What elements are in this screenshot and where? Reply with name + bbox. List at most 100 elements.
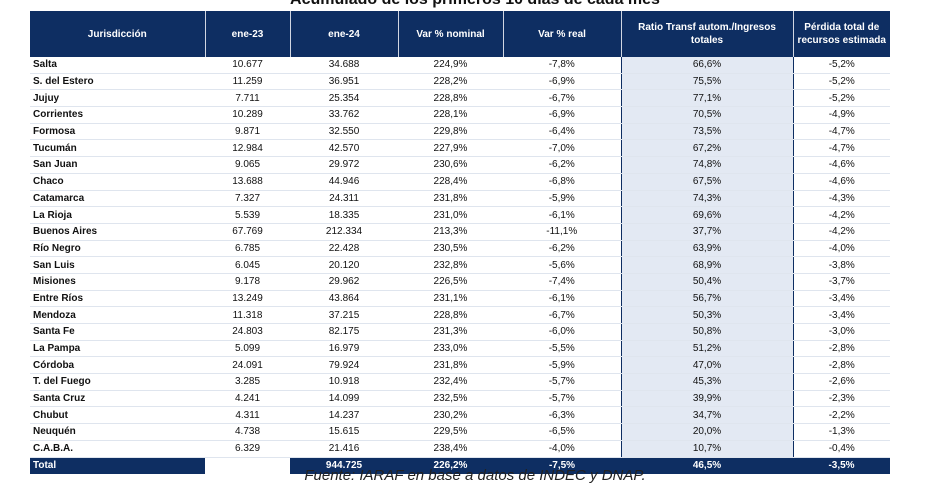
value-cell: 228,4% [398,173,503,191]
jurisdiction-cell: Santa Cruz [30,390,205,408]
col-header-var-nominal: Var % nominal [398,11,504,57]
jurisdiction-cell: Buenos Aires [30,223,205,241]
value-cell: 67,2% [620,139,793,158]
total-value: -3,5% [793,457,890,474]
value-cell: 231,1% [398,290,503,308]
value-cell: -2,3% [792,390,890,408]
value-cell: 37,7% [620,223,793,241]
value-cell: -5,2% [792,57,890,74]
value-cell: 45,3% [620,373,793,391]
value-cell: 232,5% [398,390,503,408]
jurisdiction-cell: Corrientes [30,106,205,124]
value-cell: 20.120 [290,256,398,274]
table-row: Buenos Aires 67.769 212.334 213,3% -11,1% 37,… [30,223,890,241]
source-note: Fuente: IARAF en base a datos de INDEC y… [304,467,646,484]
value-cell: 230,6% [398,156,503,174]
value-cell: 16.979 [290,340,398,358]
value-cell: 44.946 [290,173,398,191]
value-cell: -4,2% [792,206,890,224]
value-cell: 50,4% [620,273,793,291]
value-cell: 9.871 [205,123,290,141]
value-cell: 10.677 [205,57,290,74]
value-cell: -5,2% [792,73,890,91]
jurisdiction-cell: T. del Fuego [30,373,205,391]
value-cell: 13.249 [205,290,290,308]
jurisdiction-cell: La Pampa [30,340,205,358]
jurisdiction-cell: Entre Ríos [30,290,205,308]
value-cell: 50,8% [620,323,793,341]
value-cell: 67.769 [205,223,290,241]
jurisdiction-cell: San Luis [30,256,205,274]
table-row: Misiones 9.178 29.962 226,5% -7,4% 50,4% -3,7% [30,273,890,291]
jurisdiction-cell: Catamarca [30,190,205,208]
value-cell: 43.864 [290,290,398,308]
value-cell: 11.259 [205,73,290,91]
table-row: Chaco 13.688 44.946 228,4% -6,8% 67,5% -4,6% [30,173,890,191]
value-cell: -5,7% [503,390,621,408]
value-cell: 224,9% [398,57,503,74]
value-cell: -6,7% [503,306,621,324]
value-cell: 12.984 [205,139,290,158]
table-row: Córdoba 24.091 79.924 231,8% -5,9% 47,0% -2,8% [30,356,890,375]
value-cell: 77,1% [620,89,793,108]
value-cell: 82.175 [290,323,398,341]
value-cell: -2,2% [792,406,890,425]
value-cell: 14.099 [290,390,398,408]
value-cell: 231,3% [398,323,503,341]
value-cell: -4,9% [792,106,890,124]
value-cell: 213,3% [398,223,503,241]
value-cell: -5,5% [503,340,621,358]
value-cell: 51,2% [620,340,793,358]
jurisdiction-cell: Santa Fe [30,323,205,341]
value-cell: -6,9% [503,106,621,124]
total-row: Total 289.650 944.725 226,2% -7,5% 46,5% -3,5% [30,457,890,474]
total-value: 46,5% [621,457,793,474]
jurisdiction-cell: Formosa [30,123,205,141]
table-row: Salta 10.677 34.688 224,9% -7,8% 66,6% -5,2% [30,57,890,74]
value-cell: -6,1% [503,290,621,308]
value-cell: -11,1% [503,223,621,241]
value-cell: 228,1% [398,106,503,124]
value-cell: 230,2% [398,406,503,425]
table-row: Mendoza 11.318 37.215 228,8% -6,7% 50,3% -3,4% [30,306,890,324]
value-cell: 4.241 [205,390,290,408]
value-cell: 47,0% [620,356,793,375]
value-cell: -3,7% [792,273,890,291]
value-cell: 66,6% [620,57,793,74]
value-cell: 7.327 [205,190,290,208]
col-header-ratio: Ratio Transf autom./Ingresos totales [621,11,794,57]
value-cell: -0,4% [792,440,890,458]
jurisdiction-cell: C.A.B.A. [30,440,205,458]
jurisdiction-cell: Tucumán [30,139,205,158]
value-cell: 20,0% [620,423,793,441]
value-cell: 29.972 [290,156,398,174]
value-cell: -6,1% [503,206,621,224]
value-cell: 231,8% [398,190,503,208]
value-cell: 6.785 [205,240,290,258]
value-cell: 231,0% [398,206,503,224]
value-cell: 11.318 [205,306,290,324]
value-cell: 228,2% [398,73,503,91]
value-cell: 74,8% [620,156,793,174]
value-cell: 37.215 [290,306,398,324]
table-row: Santa Cruz 4.241 14.099 232,5% -5,7% 39,9% -2,… [30,390,890,408]
value-cell: 229,8% [398,123,503,141]
value-cell: -4,7% [792,139,890,158]
value-cell: -7,0% [503,139,621,158]
value-cell: -7,8% [503,57,621,74]
total-value: -7,5% [503,457,621,474]
value-cell: 10,7% [620,440,793,458]
value-cell: -3,4% [792,290,890,308]
value-cell: -4,6% [792,156,890,174]
value-cell: 6.329 [205,440,290,458]
col-header-ene23: ene-23 [205,11,291,57]
value-cell: 22.428 [290,240,398,258]
value-cell: -5,9% [503,190,621,208]
jurisdiction-cell: Salta [30,57,205,74]
value-cell: -3,8% [792,256,890,274]
value-cell: 10.289 [205,106,290,124]
value-cell: -5,6% [503,256,621,274]
table-row: S. del Estero 11.259 36.951 228,2% -6,9% 75,5… [30,73,890,91]
value-cell: -6,9% [503,73,621,91]
value-cell: 67,5% [620,173,793,191]
